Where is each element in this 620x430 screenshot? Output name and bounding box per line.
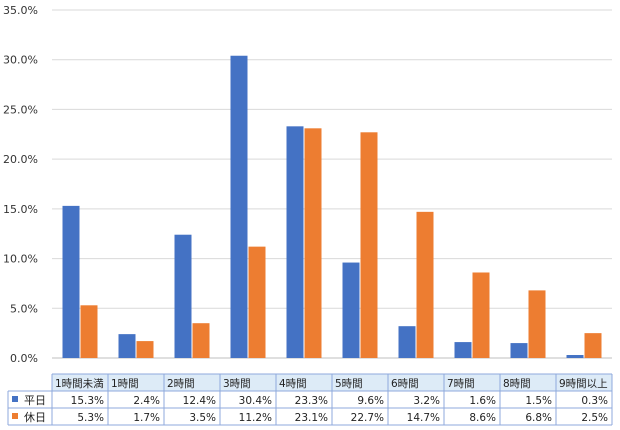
bar-series1	[230, 55, 248, 358]
x-category-label: 5時間	[335, 378, 363, 390]
bar-series2	[472, 272, 490, 358]
data-label: 5.3%	[77, 412, 104, 424]
bar-series1	[118, 334, 136, 358]
y-tick-label: 30.0%	[3, 54, 38, 67]
y-tick-label: 25.0%	[3, 103, 38, 116]
bar-series1	[62, 205, 80, 358]
x-category-label: 6時間	[391, 378, 419, 390]
data-label: 12.4%	[183, 395, 216, 407]
x-category-label: 8時間	[503, 378, 531, 390]
bar-series1	[286, 126, 304, 359]
bar-series2	[304, 128, 322, 358]
series-name-label: 休日	[24, 411, 46, 424]
data-label: 3.5%	[189, 412, 216, 424]
bar-series1	[510, 343, 528, 358]
data-label: 8.6%	[469, 412, 496, 424]
bar-series2	[136, 341, 154, 358]
bar-series2	[80, 305, 98, 358]
data-label: 6.8%	[525, 412, 552, 424]
data-label: 2.4%	[133, 395, 160, 407]
series-name-label: 平日	[24, 394, 46, 407]
legend-swatch	[12, 396, 18, 402]
legend-swatch	[12, 413, 18, 419]
x-category-label: 2時間	[167, 378, 195, 390]
data-label: 23.1%	[295, 412, 328, 424]
data-label: 9.6%	[357, 395, 384, 407]
bar-series1	[174, 234, 192, 358]
data-label: 1.6%	[469, 395, 496, 407]
gridlines	[52, 9, 612, 359]
y-tick-label: 35.0%	[3, 4, 38, 17]
data-label: 22.7%	[351, 412, 384, 424]
data-label: 15.3%	[71, 395, 104, 407]
x-category-label: 1時間	[111, 378, 139, 390]
x-category-label: 3時間	[223, 378, 251, 390]
bars	[62, 55, 602, 359]
bar-series2	[416, 211, 434, 358]
y-tick-label: 15.0%	[3, 203, 38, 216]
bar-series2	[584, 333, 602, 358]
data-label: 2.5%	[581, 412, 608, 424]
data-label: 14.7%	[407, 412, 440, 424]
data-label: 11.2%	[239, 412, 272, 424]
data-label: 1.5%	[525, 395, 552, 407]
y-tick-label: 0.0%	[10, 352, 38, 365]
bar-series1	[566, 355, 584, 358]
y-tick-label: 20.0%	[3, 153, 38, 166]
data-label: 0.3%	[581, 395, 608, 407]
data-label: 3.2%	[413, 395, 440, 407]
y-tick-label: 10.0%	[3, 253, 38, 266]
data-label: 1.7%	[133, 412, 160, 424]
x-category-label: 1時間未満	[55, 378, 104, 390]
data-label: 23.3%	[295, 395, 328, 407]
x-category-label: 4時間	[279, 378, 307, 390]
data-label: 30.4%	[239, 395, 272, 407]
x-category-label: 7時間	[447, 378, 475, 390]
bar-series1	[398, 326, 416, 358]
y-tick-label: 5.0%	[10, 302, 38, 315]
bar-series2	[192, 323, 210, 358]
bar-series2	[528, 290, 546, 358]
y-axis-tick-labels: 0.0% 5.0% 10.0% 15.0% 20.0% 25.0% 30.0% 35.0%	[3, 4, 38, 365]
bar-series1	[454, 342, 472, 358]
bar-series1	[342, 262, 360, 358]
bar-series2	[360, 132, 378, 358]
bar-series2	[248, 246, 266, 358]
x-category-label: 9時間以上	[559, 378, 608, 390]
